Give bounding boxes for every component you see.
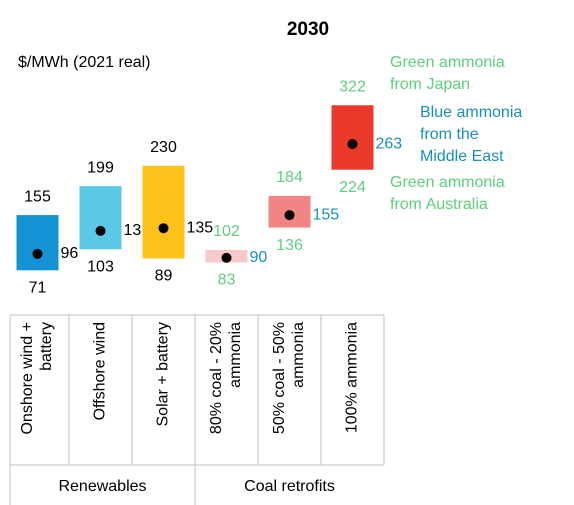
y-axis-label: $/MWh (2021 real) xyxy=(18,54,151,71)
mid-dot xyxy=(221,252,232,263)
chart-title: 2030 xyxy=(287,19,329,40)
mid-dot xyxy=(284,210,295,221)
mid-dot xyxy=(347,139,358,150)
annotation: Blue ammonia xyxy=(420,104,522,121)
mid-dot xyxy=(95,225,106,236)
category-label: 50% coal - 50% xyxy=(271,322,288,434)
low-label: 83 xyxy=(218,272,236,289)
range-bar xyxy=(79,186,122,250)
annotation: Middle East xyxy=(420,148,504,165)
high-label: 322 xyxy=(339,78,366,95)
mid-label: 96 xyxy=(61,245,79,262)
mid-dot xyxy=(32,248,43,259)
category-label: ammonia xyxy=(290,322,307,388)
high-label: 199 xyxy=(87,159,114,176)
range-bar xyxy=(16,215,59,271)
high-label: 102 xyxy=(213,223,240,240)
range-bar xyxy=(142,165,185,259)
mid-label: 90 xyxy=(250,249,268,266)
low-label: 89 xyxy=(155,268,173,285)
category-label: 100% ammonia xyxy=(344,322,361,433)
category-label: Onshore wind + xyxy=(19,322,36,435)
low-label: 71 xyxy=(29,280,47,297)
high-label: 155 xyxy=(24,188,51,205)
low-label: 224 xyxy=(339,179,366,196)
category-label: Solar + battery xyxy=(155,322,172,427)
category-label: Offshore wind xyxy=(92,322,109,420)
range-bar xyxy=(331,105,374,170)
annotation: from Australia xyxy=(390,196,488,213)
high-label: 184 xyxy=(276,169,303,186)
low-label: 136 xyxy=(276,237,303,254)
low-label: 103 xyxy=(87,258,114,275)
mid-label: 155 xyxy=(313,206,340,223)
annotation: Green ammonia xyxy=(390,174,505,191)
group-label: Renewables xyxy=(58,478,146,495)
mid-label: 263 xyxy=(376,135,403,152)
high-label: 230 xyxy=(150,139,177,156)
category-label: ammonia xyxy=(227,322,244,388)
category-label: 80% coal - 20% xyxy=(208,322,225,434)
mid-dot xyxy=(158,223,169,234)
annotation: from Japan xyxy=(390,76,470,93)
mid-label: 135 xyxy=(187,219,214,236)
group-label: Coal retrofits xyxy=(244,478,335,495)
annotation: Green ammonia xyxy=(390,54,505,71)
annotation: from the xyxy=(420,126,479,143)
category-label: battery xyxy=(38,322,55,371)
